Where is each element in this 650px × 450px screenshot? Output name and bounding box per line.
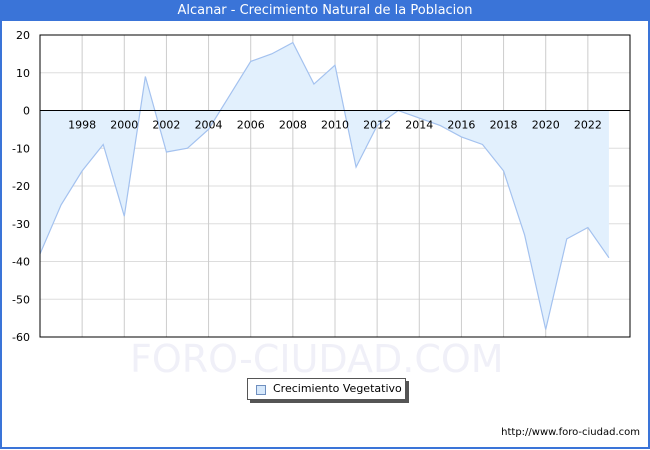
source-url[interactable]: http://www.foro-ciudad.com <box>501 427 640 438</box>
y-tick-label: -20 <box>12 180 30 193</box>
y-tick-label: -40 <box>12 256 30 269</box>
legend-label: Crecimiento Vegetativo <box>273 382 402 395</box>
legend-swatch-icon <box>256 385 266 395</box>
data-line <box>39 41 610 330</box>
x-tick-label: 2002 <box>152 119 180 132</box>
x-tick-label: 2006 <box>237 119 265 132</box>
x-tick-label: 2004 <box>195 119 223 132</box>
x-tick-label: 2008 <box>279 119 307 132</box>
x-tick-label: 2020 <box>532 119 560 132</box>
x-tick-label: 2014 <box>405 119 433 132</box>
y-tick-label: -10 <box>12 142 30 155</box>
y-tick-label: 20 <box>16 29 30 42</box>
x-tick-label: 2010 <box>321 119 349 132</box>
watermark: FORO-CIUDAD.COM <box>130 337 504 381</box>
legend: Crecimiento Vegetativo <box>247 378 406 400</box>
data-series-area <box>39 41 610 330</box>
y-tick-label: -60 <box>12 331 30 344</box>
x-tick-label: 2016 <box>447 119 475 132</box>
y-tick-label: -50 <box>12 293 30 306</box>
y-tick-label: 0 <box>23 105 30 118</box>
x-tick-label: 1998 <box>68 119 96 132</box>
plot-frame <box>39 34 631 338</box>
x-tick-label: 2012 <box>363 119 391 132</box>
x-tick-label: 2018 <box>490 119 518 132</box>
area-fill <box>40 42 609 330</box>
x-axis-ticks: 1998 2000 2002 2004 2006 2008 2010 2012 2014 2016… <box>68 119 602 132</box>
y-tick-label: -30 <box>12 218 30 231</box>
y-axis-ticks: 20 10 0 -10 -20 -30 -40 -50 -60 <box>12 29 30 344</box>
chart-title: Alcanar - Crecimiento Natural de la Pobl… <box>0 0 650 21</box>
axes <box>39 34 631 338</box>
x-tick-label: 2000 <box>110 119 138 132</box>
y-tick-label: 10 <box>16 67 30 80</box>
x-tick-label: 2022 <box>574 119 602 132</box>
